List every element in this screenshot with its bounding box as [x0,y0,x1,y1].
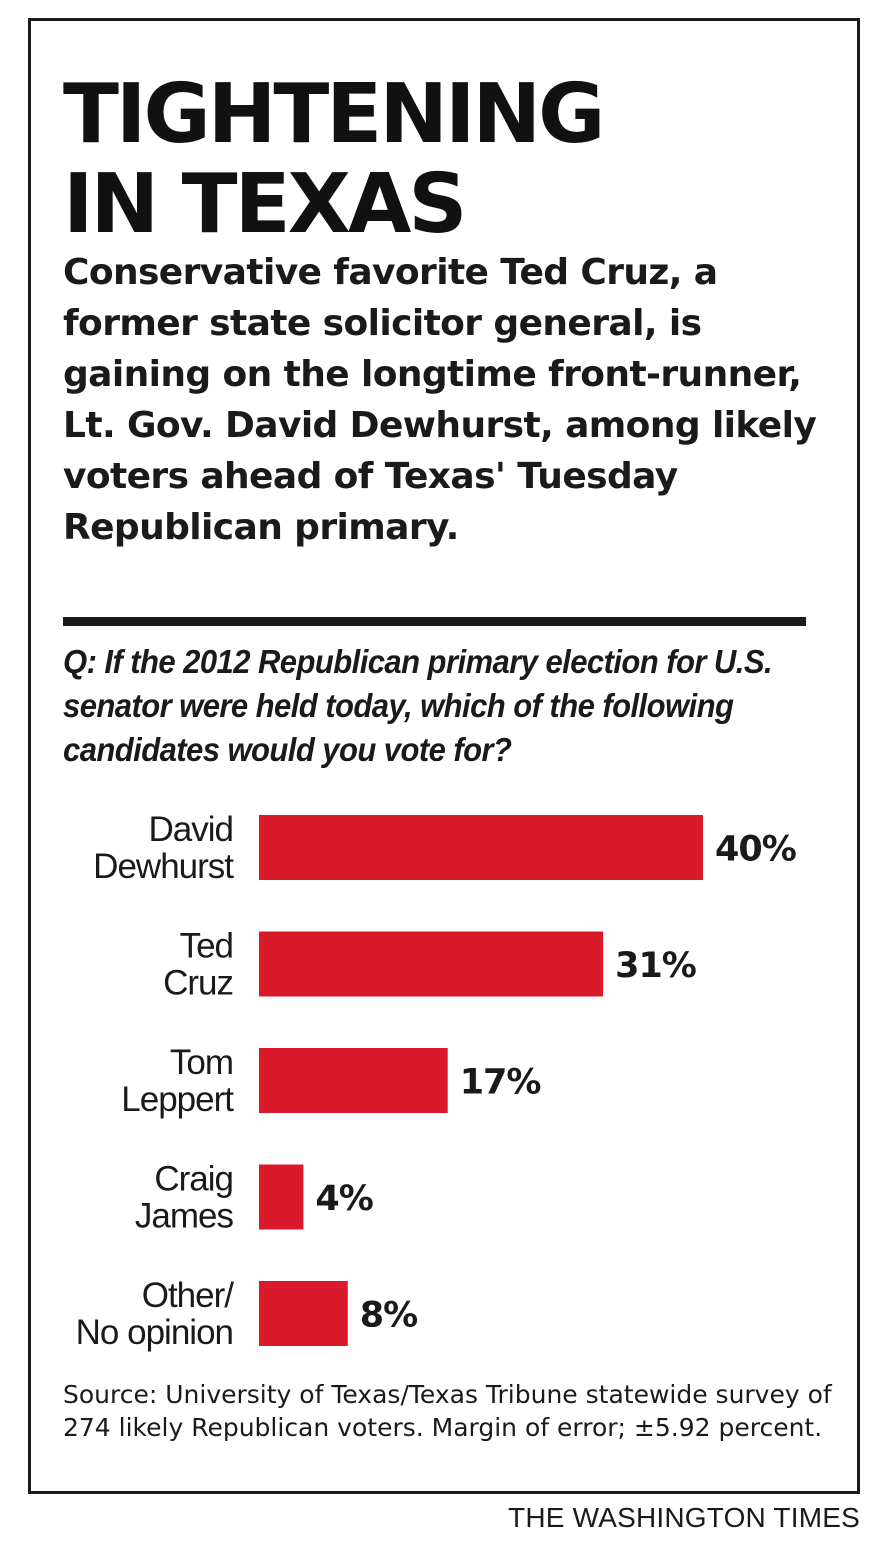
headline: TIGHTENING IN TEXAS [63,70,823,250]
category-label: Tom [170,1043,233,1082]
bar [259,1164,304,1230]
category-label: Craig [154,1160,233,1199]
category-label: Leppert [121,1080,234,1119]
value-label: 31% [615,946,696,986]
category-label: David [149,810,233,849]
value-label: 4% [315,1179,372,1219]
graphic-frame [28,18,860,1494]
headline-line: TIGHTENING [63,67,605,162]
value-label: 40% [715,830,796,870]
category-label: No opinion [76,1313,233,1352]
section-divider [63,617,806,626]
value-label: 8% [360,1296,417,1336]
source-note: Source: University of Texas/Texas Tribun… [63,1380,832,1442]
subhead: Conservative favorite Ted Cruz, a former… [63,252,817,548]
bar [259,1281,348,1346]
category-label: James [135,1197,234,1236]
category-label: Dewhurst [93,847,234,886]
poll-question: Q: If the 2012 Republican primary electi… [63,643,773,768]
publisher-credit: THE WASHINGTON TIMES [508,1502,860,1533]
bar [259,1048,448,1113]
category-label: Ted [180,927,233,966]
headline-line: IN TEXAS [63,157,467,252]
category-label: Other/ [142,1276,235,1315]
value-label: 17% [460,1063,541,1103]
bar [259,815,703,880]
bar [259,931,604,997]
category-label: Cruz [163,964,233,1003]
